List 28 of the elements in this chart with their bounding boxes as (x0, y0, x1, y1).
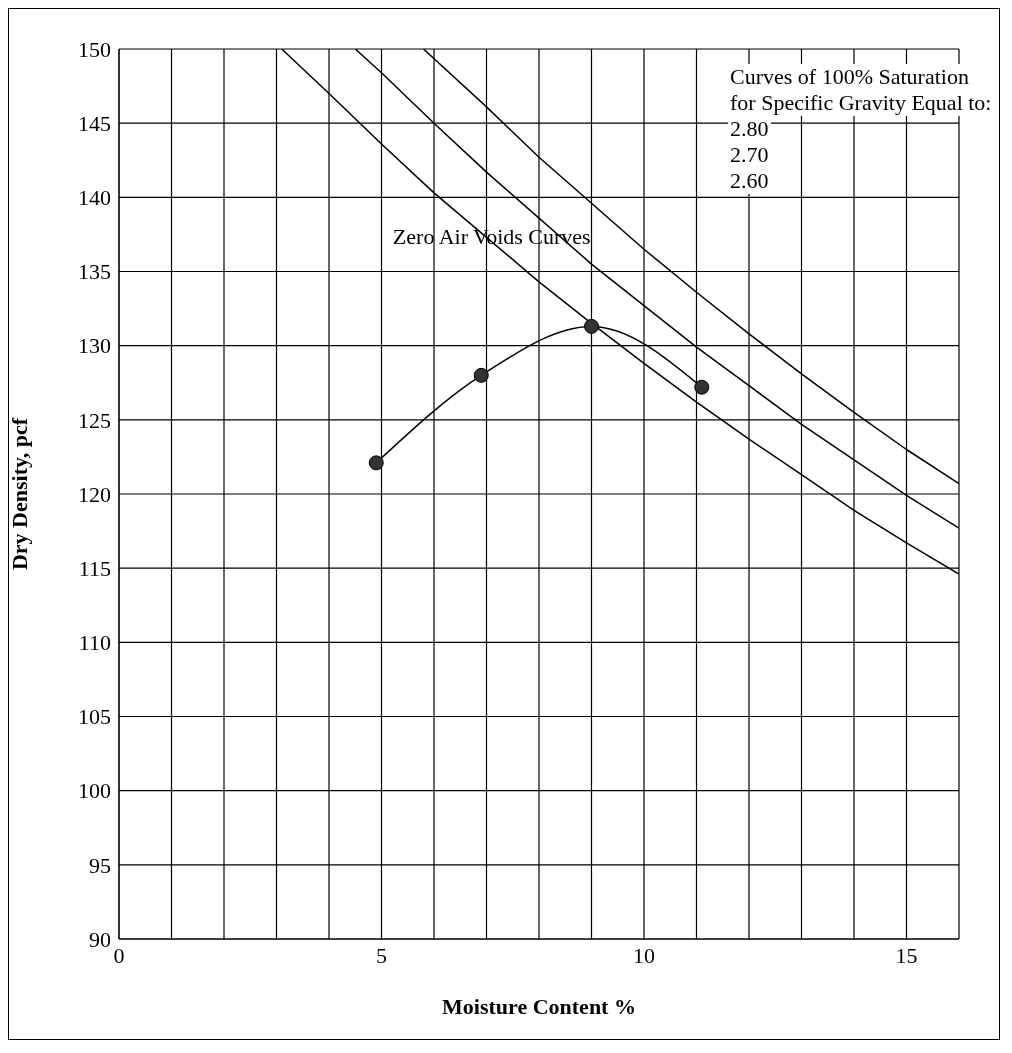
y-tick-label: 105 (78, 704, 111, 730)
y-tick-label: 115 (78, 555, 111, 581)
y-tick-label: 100 (78, 778, 111, 804)
y-tick-label: 140 (78, 185, 111, 211)
y-tick-label: 95 (89, 852, 111, 878)
annotation: 2.60 (728, 167, 771, 194)
point (473, 367, 489, 383)
y-tick-label: 90 (89, 926, 111, 952)
annotation: 2.80 (728, 115, 771, 142)
x-tick-label: 15 (895, 942, 918, 968)
annotation: for Specific Gravity Equal to: (728, 89, 994, 116)
annotation: Curves of 100% Saturation (728, 63, 971, 90)
y-tick-label: 150 (78, 36, 111, 62)
point (584, 318, 599, 334)
y-tick-label: 135 (78, 259, 111, 285)
point (368, 455, 384, 471)
x-tick-label: 10 (633, 942, 655, 968)
x-tick-label: 0 (113, 942, 125, 968)
x-axis-title: Moisture Content % (442, 994, 636, 1019)
y-tick-label: 110 (78, 630, 111, 656)
y-tick-label: 120 (78, 481, 111, 507)
y-axis-title: Dry Density, pcf (6, 417, 32, 571)
x-tick-label: 5 (376, 942, 387, 968)
y-tick-label: 145 (78, 110, 111, 136)
y-tick-label: 130 (78, 333, 111, 359)
annotation: 2.70 (728, 141, 771, 168)
point (694, 379, 710, 395)
y-tick-label: 125 (78, 407, 111, 433)
